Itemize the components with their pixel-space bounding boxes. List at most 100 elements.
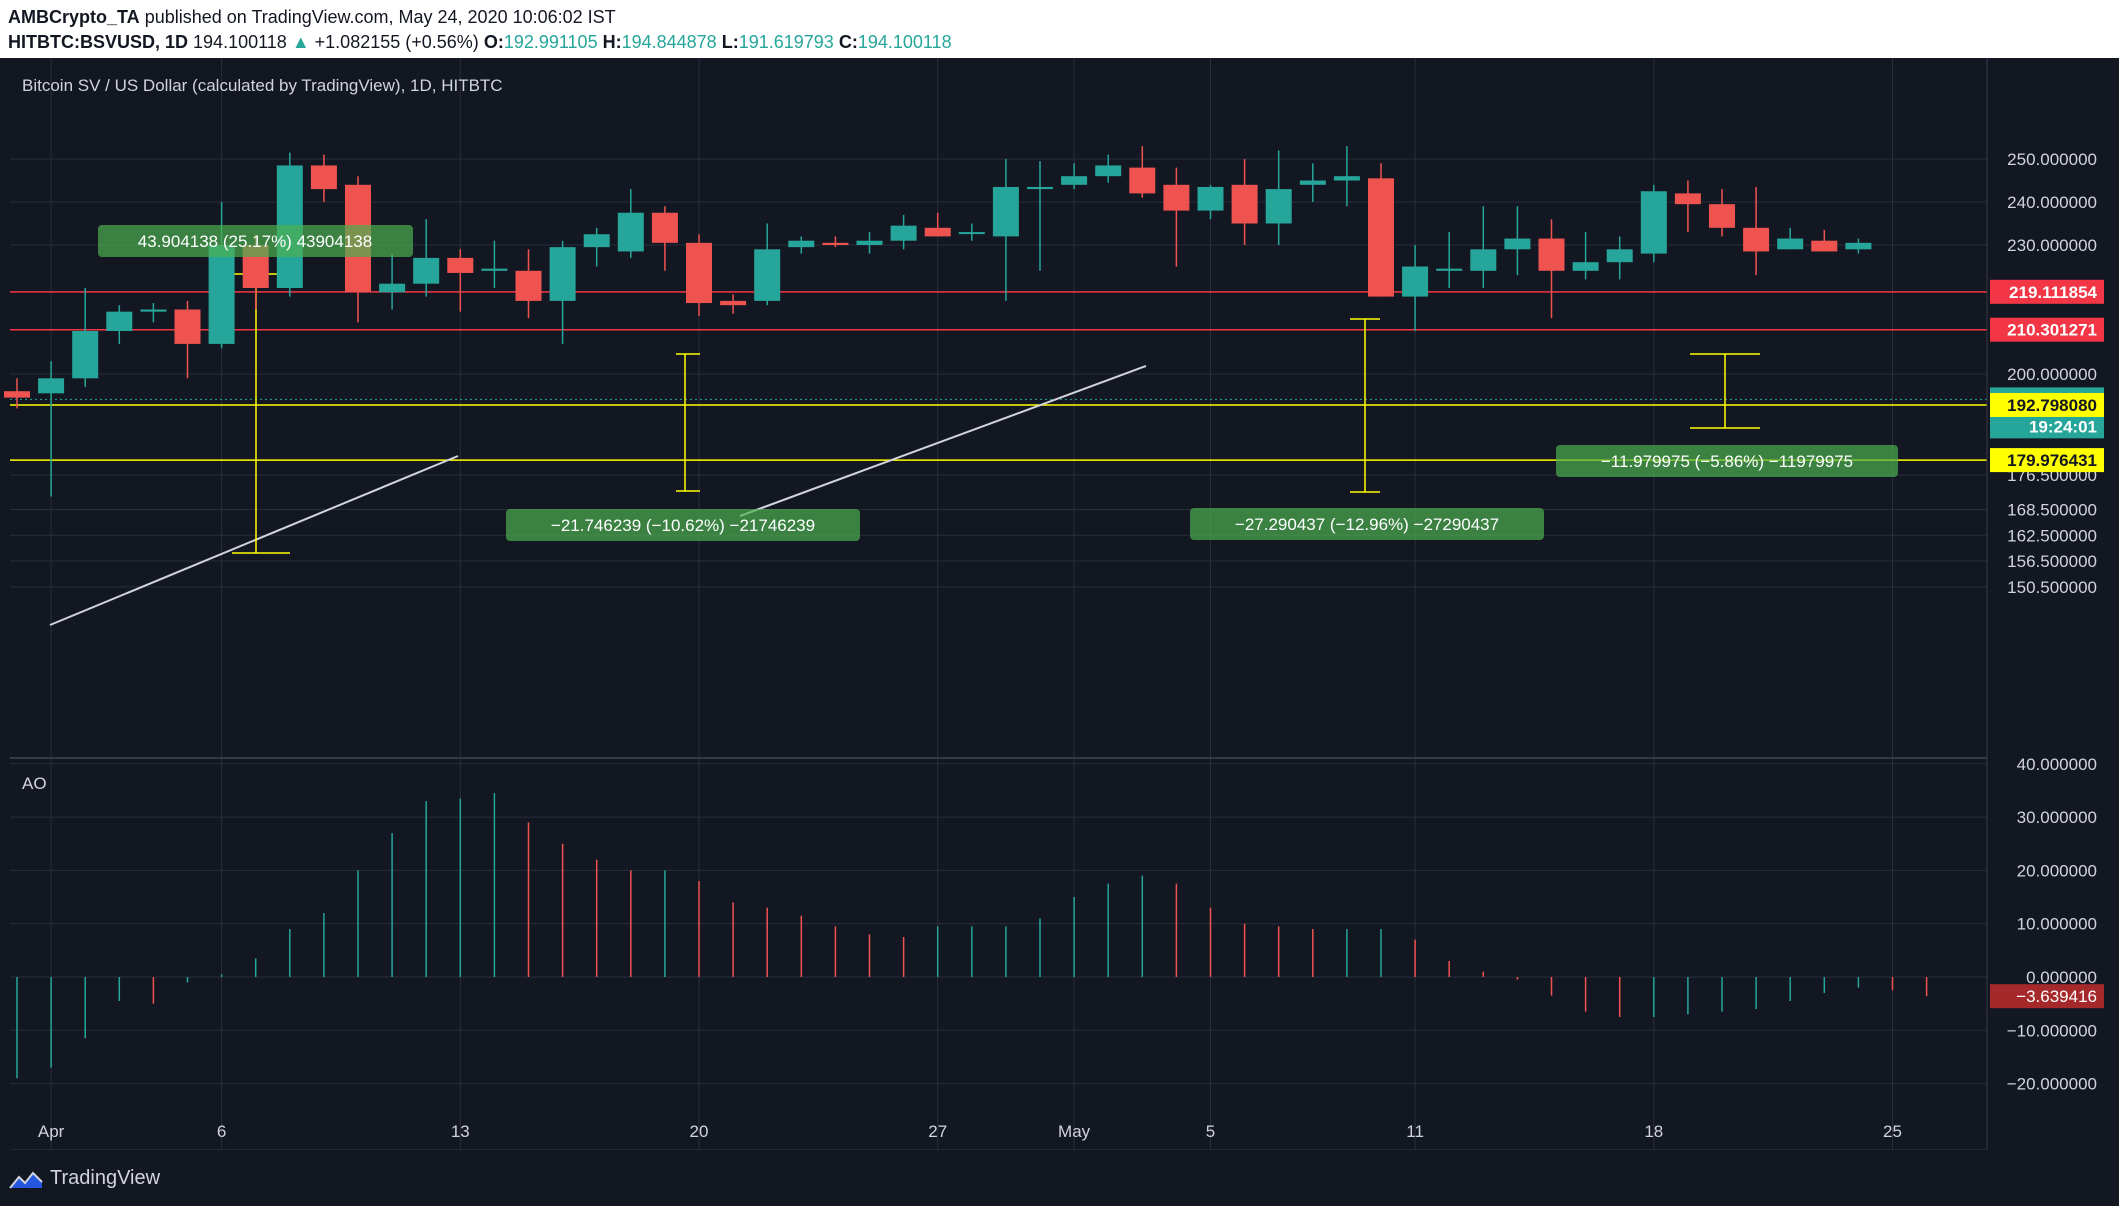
candle-body: [1163, 184, 1190, 211]
ao-title: AO: [22, 774, 47, 793]
time-tick-label: 27: [928, 1122, 947, 1141]
tradingview-logo-icon[interactable]: [8, 1168, 44, 1190]
candle-body: [1299, 180, 1326, 185]
ao-value-bg: [1990, 984, 2104, 1009]
candle-body: [1265, 189, 1292, 224]
candle-body: [1606, 249, 1633, 263]
time-axis[interactable]: Apr 6 13 20 27 May 5 11 18 25: [38, 1122, 1902, 1141]
candle-body: [1095, 165, 1122, 177]
candle-body: [481, 268, 508, 271]
publish-info: AMBCrypto_TA published on TradingView.co…: [8, 7, 616, 28]
ao-tick-label: −20.000000: [2007, 1075, 2097, 1094]
candle-body: [1777, 238, 1804, 250]
measurement-label-1[interactable]: 43.904138 (25.17%) 43904138: [98, 225, 413, 257]
time-tick-label: May: [1058, 1122, 1091, 1141]
candle-body: [1470, 249, 1497, 271]
ao-axis[interactable]: 40.000000 30.000000 20.000000 10.000000 0.00…: [2007, 755, 2097, 1094]
measure-arrows: [232, 273, 1760, 554]
published-text: published on TradingView.com, May 24, 20…: [144, 7, 616, 27]
price-tick-label: 250.000000: [2007, 150, 2097, 169]
price-label-badge: 219.111854: [1990, 279, 2104, 304]
time-tick-label: 20: [690, 1122, 709, 1141]
candle-body: [1129, 167, 1156, 194]
measurement-text: 43.904138 (25.17%) 43904138: [138, 232, 372, 251]
price-label-badge: 179.976431: [1990, 448, 2104, 473]
open-label: O:: [483, 32, 504, 52]
candle-body: [720, 300, 747, 306]
ao-tick-label: 30.000000: [2017, 808, 2097, 827]
price-label-bg: [1990, 317, 2104, 342]
time-tick-label: 25: [1883, 1122, 1902, 1141]
candle-body: [1572, 262, 1599, 271]
price-tick-label: 240.000000: [2007, 193, 2097, 212]
high-value: 194.844878: [621, 32, 717, 52]
price-label-badge: 192.798080: [1990, 392, 2104, 417]
time-tick-label: 11: [1406, 1122, 1424, 1141]
ao-tick-label: 0.000000: [2026, 968, 2097, 987]
candle-body: [1368, 178, 1394, 297]
trend-lines: [49, 365, 1147, 626]
time-tick-label: Apr: [38, 1122, 65, 1141]
candle-body: [1674, 193, 1701, 205]
candle-body: [174, 309, 201, 344]
open-value: 192.991105: [503, 32, 598, 52]
candle-body: [4, 391, 30, 398]
candle-body: [1061, 176, 1088, 185]
measurement-label-3[interactable]: −27.290437 (−12.96%) −27290437: [1190, 508, 1544, 540]
candle-body: [1197, 186, 1224, 211]
candle-body: [1231, 184, 1258, 224]
ao-histogram: [16, 793, 1928, 1079]
candle-body: [1845, 242, 1872, 250]
price-tick-label: 150.500000: [2007, 578, 2097, 597]
candle-body: [1436, 268, 1463, 271]
candle-body: [549, 247, 576, 301]
chart-background: [0, 58, 2119, 1150]
trendline-april-2[interactable]: [739, 365, 1147, 517]
candle-body: [447, 257, 474, 273]
measurement-label-4[interactable]: −11.979975 (−5.86%) −11979975: [1556, 445, 1898, 477]
price-label-text: 219.111854: [2009, 283, 2097, 302]
measurement-label-2[interactable]: −21.746239 (−10.62%) −21746239: [506, 509, 860, 541]
ao-tick-label: 40.000000: [2017, 755, 2097, 774]
price-label-bg: [1990, 279, 2104, 304]
support-resistance-lines: [10, 291, 1987, 461]
candle-body: [106, 311, 133, 331]
candle-body: [1504, 238, 1531, 250]
price-chart[interactable]: 43.904138 (25.17%) 43904138 −21.746239 (…: [0, 58, 2119, 1150]
candle-body: [822, 242, 849, 245]
ohlc-info: HITBTC:BSVUSD, 1D 194.100118 ▲ +1.082155…: [8, 32, 952, 53]
price-label-text: 179.976431: [2007, 451, 2097, 470]
price-label-badge: 210.301271: [1990, 317, 2104, 342]
price-axis[interactable]: 250.000000 240.000000 230.000000 200.000000…: [2007, 150, 2097, 597]
ao-tick-label: −10.000000: [2007, 1021, 2097, 1040]
candle-body: [651, 212, 678, 243]
time-tick-label: 6: [217, 1122, 226, 1141]
author-name[interactable]: AMBCrypto_TA: [8, 7, 140, 27]
measurement-text: −11.979975 (−5.86%) −11979975: [1601, 452, 1853, 471]
candle-body: [992, 186, 1019, 237]
candle-body: [38, 378, 65, 394]
candle-body: [890, 225, 917, 241]
trendline-april-1[interactable]: [49, 455, 459, 626]
candle-body: [1538, 238, 1565, 271]
price-tick-label: 200.000000: [2007, 365, 2097, 384]
candlestick-series: [4, 146, 1872, 497]
candle-body: [856, 240, 883, 245]
close-value: 194.100118: [857, 32, 952, 52]
ao-value-text: −3.639416: [2016, 987, 2097, 1006]
high-label: H:: [602, 32, 622, 52]
low-label: L:: [721, 32, 739, 52]
tradingview-brand[interactable]: TradingView: [50, 1167, 161, 1189]
candle-body: [1640, 191, 1667, 254]
candle-body: [208, 245, 235, 344]
candle-body: [1333, 176, 1360, 181]
price-label-text: 210.301271: [2007, 321, 2097, 340]
price-label-bg: [1990, 414, 2104, 439]
chart-title: Bitcoin SV / US Dollar (calculated by Tr…: [22, 76, 503, 95]
price-labels: 219.111854210.301271194.10011819:24:0119…: [1990, 279, 2104, 1009]
price-label-text: 19:24:01: [2029, 417, 2097, 436]
footer: TradingView: [0, 1150, 2119, 1206]
candle-body: [1743, 227, 1770, 252]
candle-body: [958, 232, 985, 235]
price-label-bg: [1990, 392, 2104, 417]
